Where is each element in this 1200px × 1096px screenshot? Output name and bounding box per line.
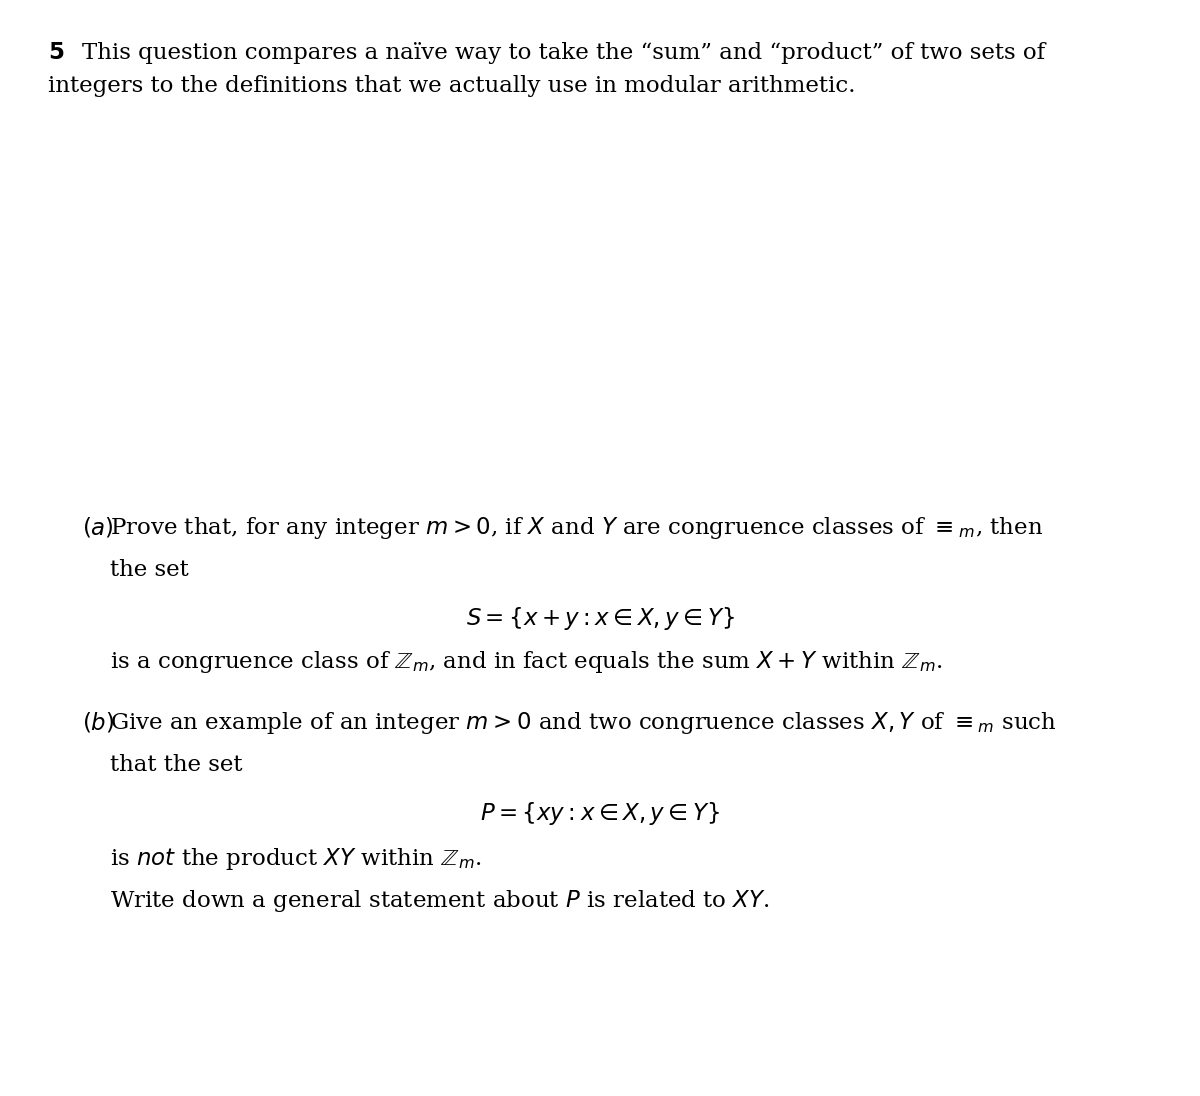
- Text: is $\it{not}$ the product $XY$ within $\mathbb{Z}_m$.: is $\it{not}$ the product $XY$ within $\…: [110, 846, 482, 872]
- Text: $(a)$: $(a)$: [82, 515, 114, 539]
- Text: the set: the set: [110, 559, 190, 581]
- Text: This question compares a naïve way to take the “sum” and “product” of two sets o: This question compares a naïve way to ta…: [82, 42, 1045, 64]
- Text: Prove that, for any integer $m > 0$, if $X$ and $Y$ are congruence classes of $\: Prove that, for any integer $m > 0$, if …: [110, 515, 1044, 541]
- Text: is a congruence class of $\mathbb{Z}_m$, and in fact equals the sum $X+Y$ within: is a congruence class of $\mathbb{Z}_m$,…: [110, 649, 943, 675]
- Text: $P = \{xy : x \in X, y \in Y\}$: $P = \{xy : x \in X, y \in Y\}$: [480, 800, 720, 827]
- Text: $\mathbf{5}$: $\mathbf{5}$: [48, 42, 65, 64]
- Text: that the set: that the set: [110, 754, 242, 776]
- Text: $S = \{x+y : x \in X, y \in Y\}$: $S = \{x+y : x \in X, y \in Y\}$: [466, 605, 734, 632]
- Text: Give an example of an integer $m > 0$ and two congruence classes $X, Y$ of $\equ: Give an example of an integer $m > 0$ an…: [110, 710, 1057, 737]
- Text: $(b)$: $(b)$: [82, 710, 114, 734]
- Text: Write down a general statement about $P$ is related to $XY$.: Write down a general statement about $P$…: [110, 888, 770, 914]
- Text: integers to the definitions that we actually use in modular arithmetic.: integers to the definitions that we actu…: [48, 75, 856, 96]
